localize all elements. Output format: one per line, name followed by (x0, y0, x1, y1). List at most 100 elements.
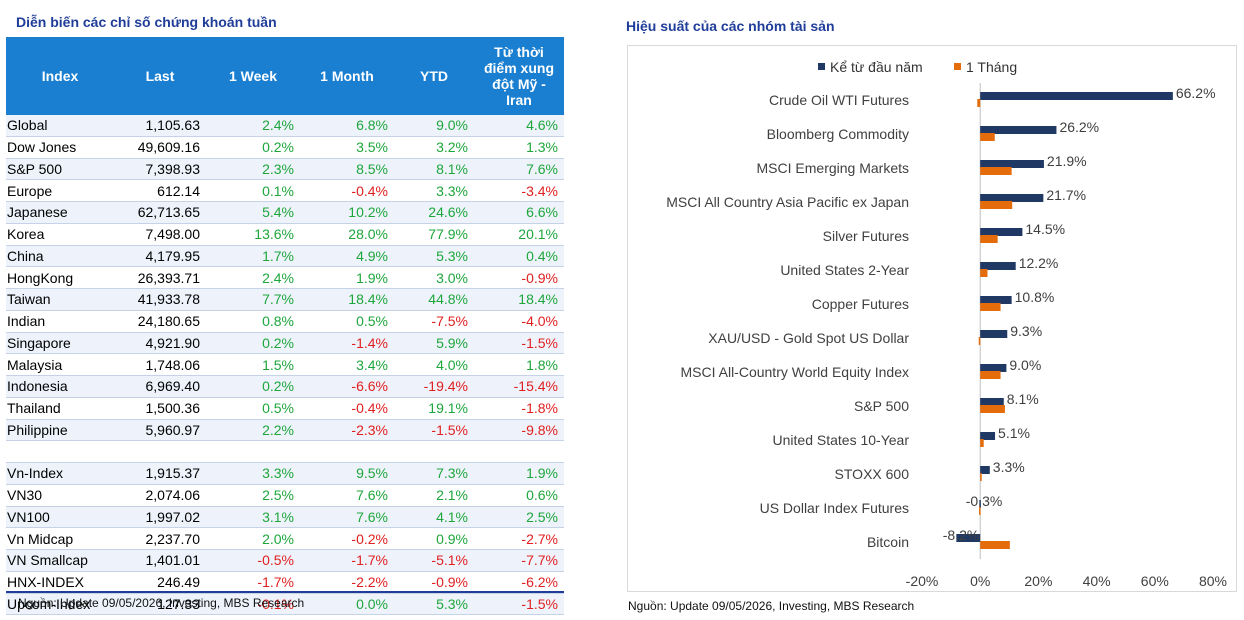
bar-ytd (980, 330, 1008, 338)
table-title: Diễn biến các chỉ số chứng khoán tuần (16, 14, 277, 30)
month-change-cell: 8.5% (300, 158, 394, 181)
data-label: -0.3% (966, 493, 1003, 509)
index-name-cell: HNX-INDEX (6, 571, 114, 594)
x-tick-label: 0% (970, 573, 990, 589)
bar-1-month (980, 167, 1012, 175)
month-change-cell: -2.2% (300, 571, 394, 594)
col-header: Index (6, 37, 114, 115)
index-name-cell: Singapore (6, 332, 114, 355)
spacer-cell (300, 440, 394, 463)
since-conflict-cell: -2.7% (474, 527, 564, 550)
table-row: HongKong 26,393.71 2.4% 1.9% 3.0% -0.9% (6, 266, 564, 289)
bar-1-month (980, 473, 982, 481)
month-change-cell: -1.4% (300, 332, 394, 355)
month-change-cell: 28.0% (300, 223, 394, 246)
bar-ytd (980, 364, 1007, 372)
bar-ytd (980, 262, 1016, 270)
bar-ytd (980, 92, 1173, 100)
category-label: Bloomberg Commodity (767, 126, 909, 142)
week-change-cell: 0.1% (206, 179, 300, 202)
table-row: HNX-INDEX 246.49 -1.7% -2.2% -0.9% -6.2% (6, 571, 564, 594)
index-name-cell: VN30 (6, 484, 114, 507)
bar-ytd (980, 126, 1057, 134)
table-row: VN100 1,997.02 3.1% 7.6% 4.1% 2.5% (6, 506, 564, 529)
since-conflict-cell: 6.6% (474, 201, 564, 224)
table-row: Singapore 4,921.90 0.2% -1.4% 5.9% -1.5% (6, 332, 564, 355)
since-conflict-cell: 7.6% (474, 158, 564, 181)
week-change-cell: -1.7% (206, 571, 300, 594)
week-change-cell: 0.8% (206, 310, 300, 333)
month-change-cell: 9.5% (300, 462, 394, 485)
index-name-cell: Upcom-Index (6, 593, 114, 616)
index-name-cell: Malaysia (6, 353, 114, 376)
since-conflict-cell: 0.6% (474, 484, 564, 507)
table-row: Upcom-Index 127.33 -0.1% 0.0% 5.3% -1.5% (6, 593, 564, 616)
week-change-cell: 2.2% (206, 419, 300, 442)
bar-ytd (980, 432, 996, 440)
since-conflict-cell: -9.8% (474, 419, 564, 442)
ytd-change-cell: 0.9% (394, 527, 474, 550)
last-cell: 7,398.93 (114, 158, 206, 181)
table-row: S&P 500 7,398.93 2.3% 8.5% 8.1% 7.6% (6, 158, 564, 181)
table-row: Malaysia 1,748.06 1.5% 3.4% 4.0% 1.8% (6, 353, 564, 376)
since-conflict-cell: -4.0% (474, 310, 564, 333)
since-conflict-cell: -7.7% (474, 549, 564, 572)
last-cell: 127.33 (114, 593, 206, 616)
table-row: VN Smallcap 1,401.01 -0.5% -1.7% -5.1% -7.7% (6, 549, 564, 572)
bar-ytd (980, 228, 1023, 236)
table-row: VN30 2,074.06 2.5% 7.6% 2.1% 0.6% (6, 484, 564, 507)
table-row: China 4,179.95 1.7% 4.9% 5.3% 0.4% (6, 245, 564, 268)
last-cell: 5,960.97 (114, 419, 206, 442)
table-row: Indian 24,180.65 0.8% 0.5% -7.5% -4.0% (6, 310, 564, 333)
ytd-change-cell: 44.8% (394, 288, 474, 311)
month-change-cell: -2.3% (300, 419, 394, 442)
ytd-change-cell: 3.3% (394, 179, 474, 202)
category-label: Crude Oil WTI Futures (769, 92, 909, 108)
month-change-cell: -0.4% (300, 179, 394, 202)
month-change-cell: 7.6% (300, 484, 394, 507)
category-label: XAU/USD - Gold Spot US Dollar (708, 330, 909, 346)
col-header: Từ thời điểm xung đột Mỹ - Iran (474, 37, 564, 115)
index-name-cell: VN100 (6, 506, 114, 529)
week-change-cell: 13.6% (206, 223, 300, 246)
month-change-cell: 1.9% (300, 266, 394, 289)
bar-1-month (980, 201, 1013, 209)
data-label: 9.3% (1010, 323, 1042, 339)
ytd-change-cell: -0.9% (394, 571, 474, 594)
month-change-cell: 18.4% (300, 288, 394, 311)
table-bottom-rule (6, 591, 564, 593)
category-label: US Dollar Index Futures (760, 500, 909, 516)
ytd-change-cell: 5.3% (394, 245, 474, 268)
last-cell: 2,074.06 (114, 484, 206, 507)
bar-1-month (980, 371, 1001, 379)
category-label: Copper Futures (812, 296, 909, 312)
month-change-cell: 0.5% (300, 310, 394, 333)
col-header: 1 Month (300, 37, 394, 115)
chart-title: Hiệu suất của các nhóm tài sản (626, 18, 835, 34)
category-label: United States 2-Year (780, 262, 909, 278)
index-name-cell: HongKong (6, 266, 114, 289)
bar-1-month (980, 235, 998, 243)
bar-1-month (978, 337, 981, 345)
ytd-change-cell: 19.1% (394, 397, 474, 420)
bar-1-month (980, 303, 1001, 311)
spacer-cell (206, 440, 300, 463)
week-change-cell: 3.3% (206, 462, 300, 485)
col-header: YTD (394, 37, 474, 115)
legend-swatch (818, 63, 825, 70)
since-conflict-cell: -1.8% (474, 397, 564, 420)
last-cell: 62,713.65 (114, 201, 206, 224)
last-cell: 246.49 (114, 571, 206, 594)
bar-1-month (980, 133, 995, 141)
index-name-cell: Indonesia (6, 375, 114, 398)
x-tick-label: 60% (1141, 573, 1169, 589)
bar-1-month (980, 541, 1010, 549)
since-conflict-cell: -1.5% (474, 332, 564, 355)
week-change-cell: 2.4% (206, 115, 300, 137)
index-name-cell: Global (6, 115, 114, 137)
last-cell: 1,997.02 (114, 506, 206, 529)
bar-1-month (980, 405, 1005, 413)
ytd-change-cell: 7.3% (394, 462, 474, 485)
category-label: MSCI All-Country World Equity Index (681, 364, 910, 380)
category-label: MSCI Emerging Markets (757, 160, 909, 176)
